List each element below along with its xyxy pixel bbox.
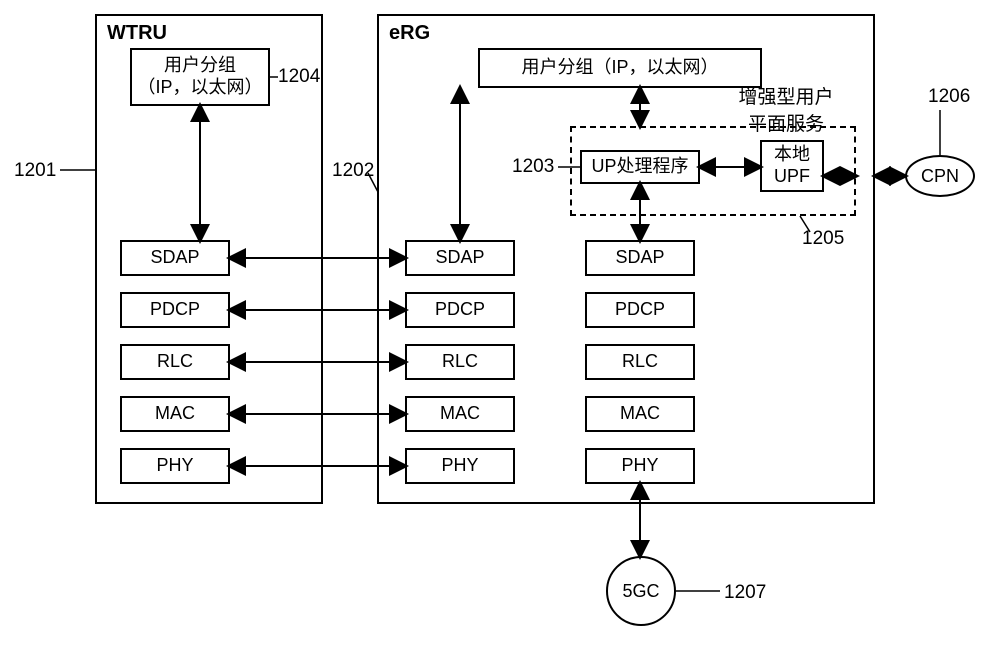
leader-1201: 1201: [14, 160, 56, 182]
enh-title-line2: 平面服务: [716, 109, 856, 136]
leader-1203: 1203: [512, 156, 554, 178]
wtru-user-packet-line1: 用户分组: [137, 55, 262, 77]
wtru-user-packet-box: 用户分组 （IP，以太网）: [130, 48, 270, 106]
erg-right-rlc-box: RLC: [585, 344, 695, 380]
local-upf-line1: 本地: [774, 144, 810, 166]
leader-1204: 1204: [278, 66, 320, 88]
erg-right-mac-box: MAC: [585, 396, 695, 432]
erg-right-phy-box: PHY: [585, 448, 695, 484]
enh-title-line1: 增强型用户: [716, 82, 856, 109]
erg-right-sdap-box: SDAP: [585, 240, 695, 276]
cpn-label: CPN: [921, 166, 959, 187]
leader-1206: 1206: [928, 86, 970, 108]
fivegc-label: 5GC: [622, 581, 659, 602]
up-handler-box: UP处理程序: [580, 150, 700, 184]
wtru-phy-box: PHY: [120, 448, 230, 484]
wtru-pdcp-box: PDCP: [120, 292, 230, 328]
up-handler-label: UP处理程序: [591, 156, 688, 178]
local-upf-box: 本地 UPF: [760, 140, 824, 192]
erg-left-mac-box: MAC: [405, 396, 515, 432]
wtru-sdap-box: SDAP: [120, 240, 230, 276]
enhanced-up-service-title: 增强型用户 平面服务: [716, 82, 856, 136]
erg-left-phy-box: PHY: [405, 448, 515, 484]
fivegc-node: 5GC: [606, 556, 676, 626]
erg-user-packet-text: 用户分组（IP，以太网）: [521, 57, 718, 79]
erg-left-sdap-box: SDAP: [405, 240, 515, 276]
erg-title: eRG: [389, 22, 430, 45]
erg-right-pdcp-box: PDCP: [585, 292, 695, 328]
leader-1207: 1207: [724, 582, 766, 604]
erg-left-rlc-box: RLC: [405, 344, 515, 380]
erg-left-pdcp-box: PDCP: [405, 292, 515, 328]
leader-1205: 1205: [802, 228, 844, 250]
wtru-rlc-box: RLC: [120, 344, 230, 380]
leader-1202: 1202: [332, 160, 374, 182]
cpn-node: CPN: [905, 155, 975, 197]
wtru-mac-box: MAC: [120, 396, 230, 432]
wtru-title: WTRU: [107, 22, 167, 45]
local-upf-line2: UPF: [774, 166, 810, 188]
wtru-user-packet-line2: （IP，以太网）: [137, 77, 262, 99]
